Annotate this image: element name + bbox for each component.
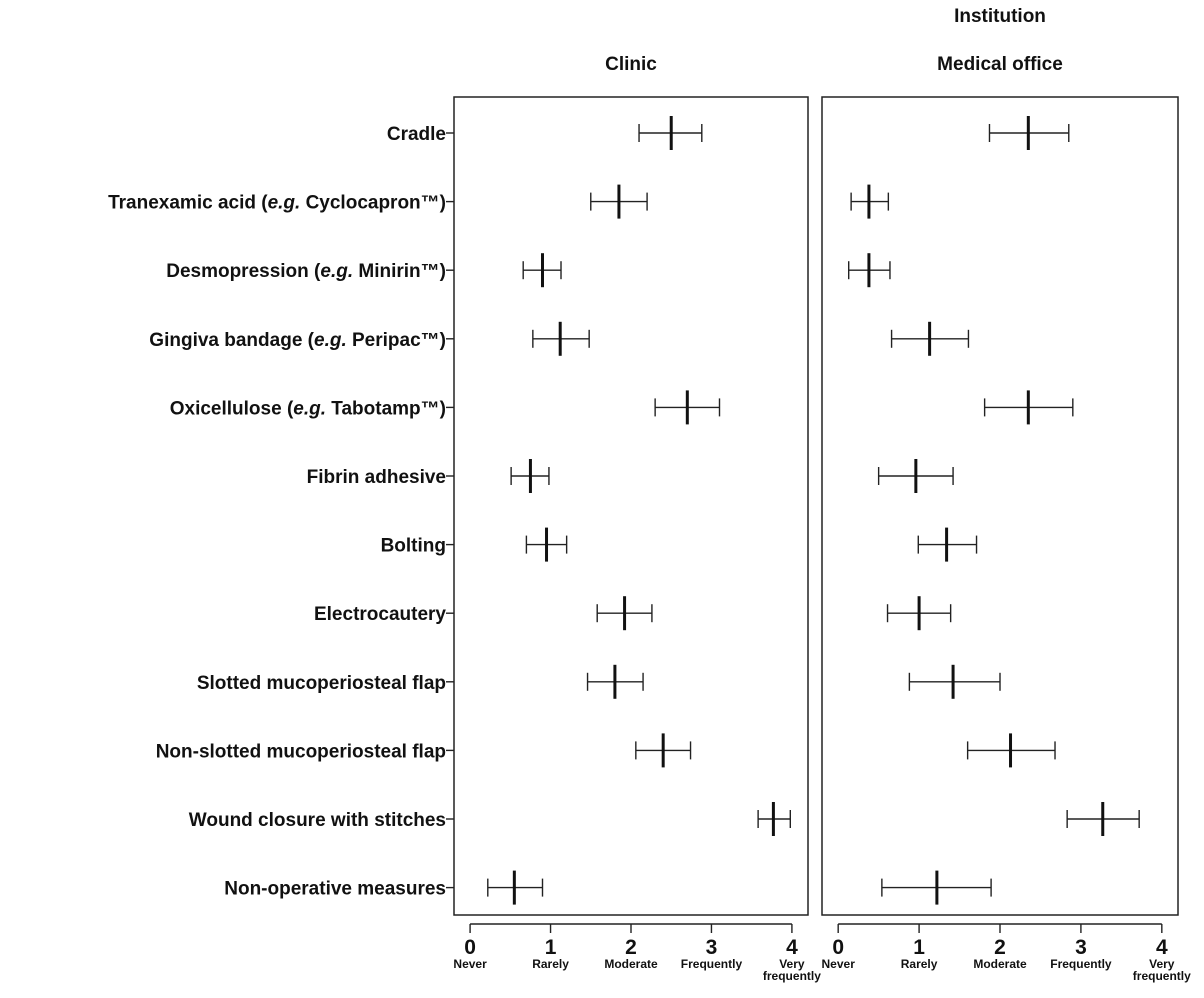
row-label: Oxicellulose (e.g. Tabotamp™) [170, 398, 446, 419]
x-tick-label: Very [1149, 957, 1175, 971]
x-tick-number: 2 [994, 936, 1006, 959]
error-bar [877, 459, 954, 493]
x-tick-label: frequently [1133, 969, 1191, 983]
x-tick-label: Moderate [973, 957, 1027, 971]
panel-title: Clinic [605, 54, 657, 75]
panel-frame [453, 96, 809, 916]
x-tick-label: Rarely [532, 957, 569, 971]
error-bar [590, 184, 648, 219]
panel-title: Medical office [937, 54, 1063, 75]
row-label: Desmopression (e.g. Minirin™) [166, 261, 446, 282]
x-tick-label: Moderate [604, 957, 658, 971]
row-label: Bolting [381, 536, 446, 557]
error-bar [510, 459, 550, 493]
x-tick-label: Frequently [681, 957, 743, 971]
error-bar [757, 802, 791, 836]
x-tick-number: 0 [464, 936, 476, 959]
x-tick-number: 4 [786, 936, 798, 959]
row-label: Fibrin adhesive [307, 467, 446, 488]
error-bar [522, 253, 562, 288]
error-bar [917, 527, 978, 562]
x-tick-label: Very [779, 957, 805, 971]
row-label: Non-operative measures [224, 879, 446, 900]
error-bar [848, 253, 891, 288]
error-bar [586, 664, 644, 699]
x-tick-number: 2 [625, 936, 637, 959]
error-bar [596, 596, 653, 631]
error-bar [850, 184, 890, 219]
error-bar [988, 116, 1070, 150]
error-bar [1066, 802, 1140, 836]
error-bar [983, 390, 1074, 425]
x-tick-number: 1 [545, 936, 557, 959]
error-bar [966, 733, 1056, 768]
row-label: Tranexamic acid (e.g. Cyclocapron™) [108, 193, 446, 214]
row-label: Non-slotted mucoperiosteal flap [156, 741, 446, 762]
row-label: Cradle [387, 124, 446, 145]
x-tick-number: 3 [706, 936, 718, 959]
x-tick-number: 1 [913, 936, 925, 959]
row-label: Gingiva bandage (e.g. Peripac™) [149, 330, 446, 351]
x-tick-label: Rarely [901, 957, 938, 971]
error-bar [908, 664, 1001, 699]
x-tick-label: Never [822, 957, 856, 971]
row-label: Electrocautery [314, 604, 446, 625]
error-bar [532, 321, 590, 356]
error-bar [890, 321, 970, 356]
x-tick-label: frequently [763, 969, 821, 983]
x-tick-number: 4 [1156, 936, 1168, 959]
panels: Clinic0Never1Rarely2Moderate3Frequently4… [446, 54, 1191, 983]
x-tick-label: Frequently [1050, 957, 1112, 971]
chart-title: Institution [954, 6, 1046, 27]
error-bar [487, 870, 544, 905]
error-bar [654, 390, 721, 425]
x-tick-label: Never [453, 957, 487, 971]
x-tick-number: 0 [832, 936, 844, 959]
row-label: Wound closure with stitches [189, 810, 446, 831]
error-bar [886, 596, 952, 631]
error-bar [881, 870, 992, 905]
row-label: Slotted mucoperiosteal flap [197, 673, 446, 694]
error-bar [638, 116, 703, 150]
x-tick-number: 3 [1075, 936, 1087, 959]
error-bar [635, 733, 692, 768]
panel-frame [821, 96, 1179, 916]
error-bar [525, 527, 568, 562]
row-labels: Cradle Tranexamic acid (e.g. Cyclocapron™… [108, 124, 446, 900]
